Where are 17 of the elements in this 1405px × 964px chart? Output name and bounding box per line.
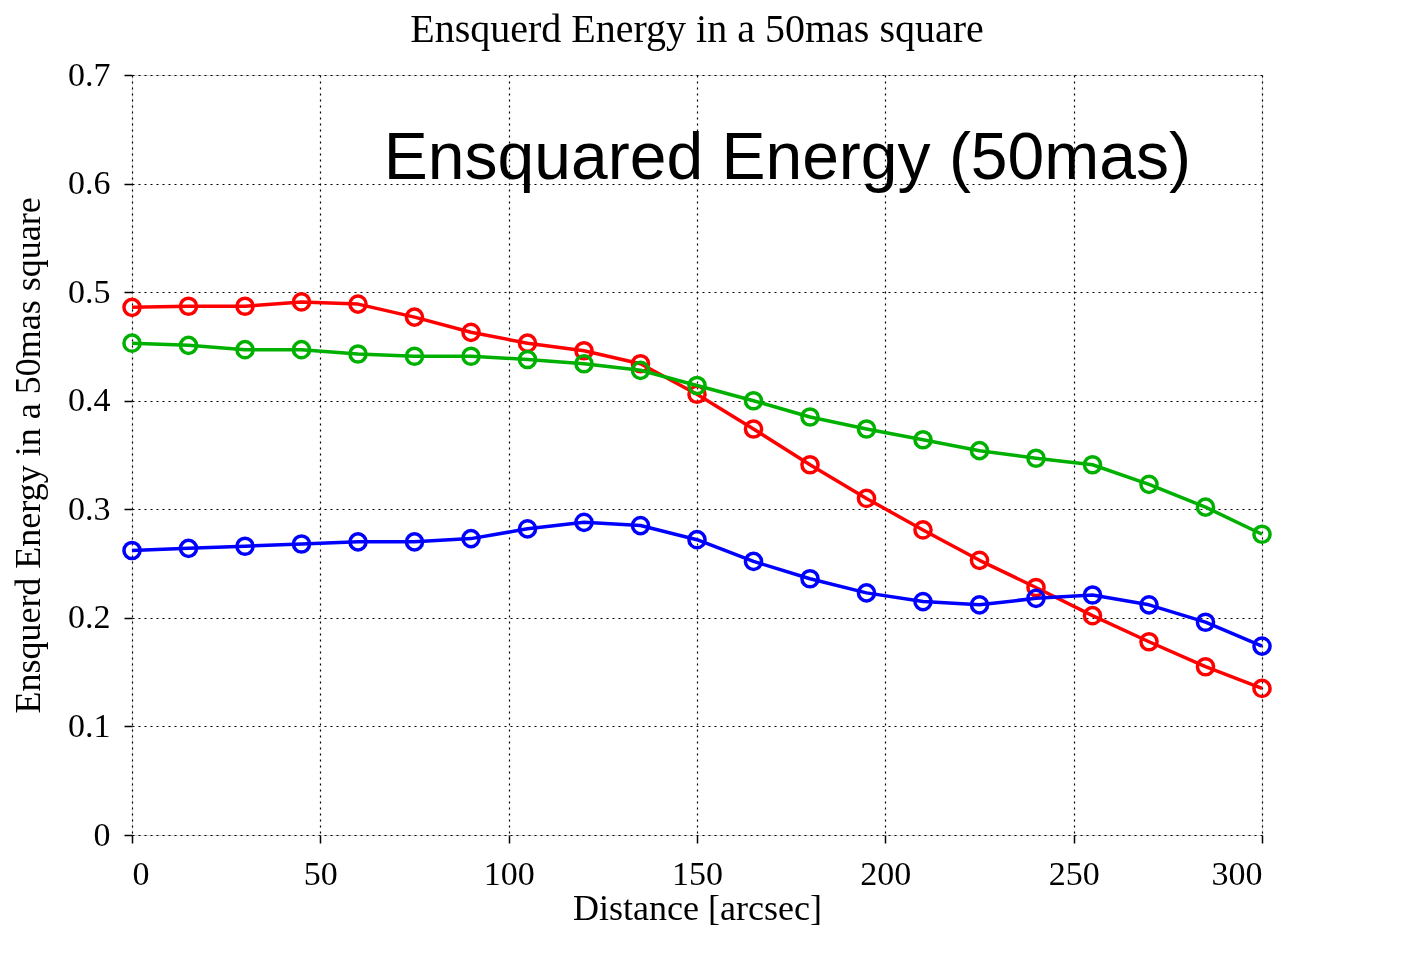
y-axis-title: Ensquerd Energy in a 50mas square [8, 197, 48, 714]
x-tick-label: 300 [1211, 854, 1263, 892]
y-tick-label: 0 [93, 815, 111, 853]
annotation: Ensquared Energy (50mas) [383, 118, 1191, 193]
y-tick-label: 0.1 [68, 706, 111, 744]
x-tick-label: 50 [303, 854, 338, 892]
y-tick-label: 0.4 [68, 381, 111, 419]
y-tick-label: 0.6 [68, 164, 111, 202]
x-tick-label: 250 [1048, 854, 1100, 892]
chart-title: Ensquerd Energy in a 50mas square [410, 6, 984, 51]
x-tick-label: 0 [132, 854, 150, 892]
y-tick-label: 0.2 [68, 598, 111, 636]
y-tick-label: 0.3 [68, 489, 111, 527]
y-tick-label: 0.7 [68, 55, 111, 93]
y-tick-label: 0.5 [68, 272, 111, 310]
x-tick-label: 100 [483, 854, 535, 892]
x-tick-label: 200 [860, 854, 912, 892]
